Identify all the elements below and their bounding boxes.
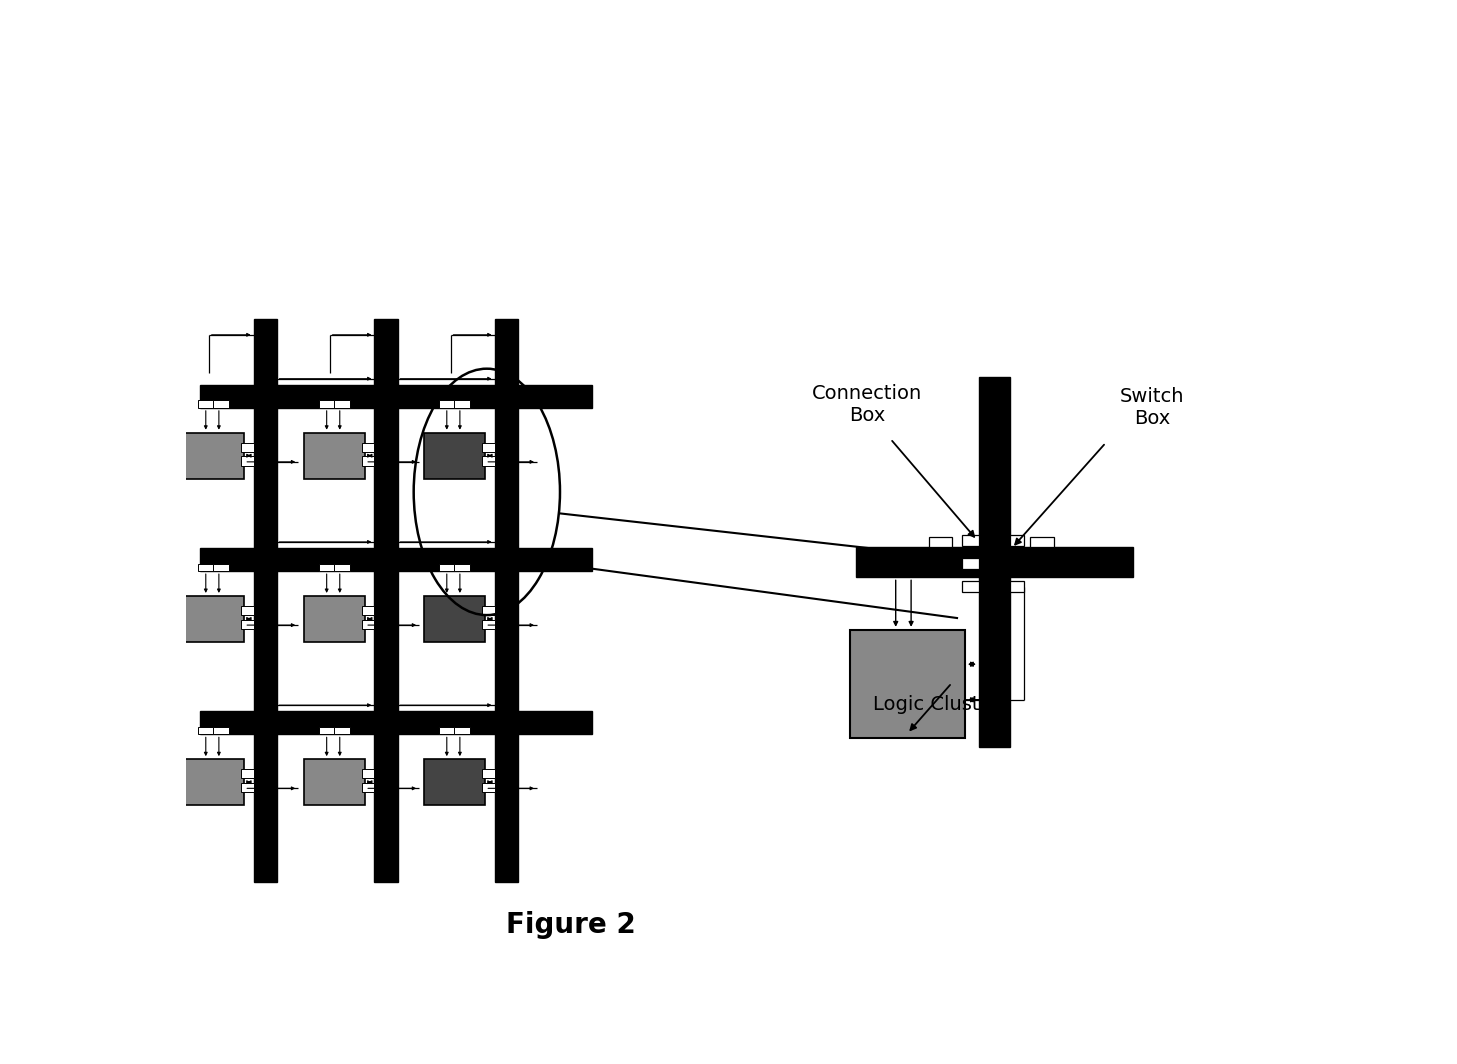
Bar <box>182 433 245 479</box>
Bar <box>363 456 374 466</box>
Bar <box>213 400 229 408</box>
Bar <box>303 596 366 642</box>
Bar <box>453 564 469 571</box>
Bar <box>182 596 245 642</box>
Bar <box>374 319 398 881</box>
Bar <box>1010 534 1024 546</box>
Text: Logic Cluster: Logic Cluster <box>873 695 1000 714</box>
Bar <box>319 564 335 571</box>
Bar <box>198 400 214 408</box>
Bar <box>453 727 469 734</box>
Bar <box>1010 581 1024 593</box>
Bar <box>182 759 245 805</box>
Bar <box>254 319 277 881</box>
Bar <box>213 727 229 734</box>
Bar <box>979 377 1010 747</box>
Bar <box>439 727 455 734</box>
Bar <box>242 783 254 793</box>
Bar <box>363 619 374 629</box>
Bar <box>200 712 593 734</box>
Bar <box>363 605 374 615</box>
Bar <box>482 456 494 466</box>
Bar <box>242 619 254 629</box>
Bar <box>855 547 1134 578</box>
Bar <box>962 534 979 546</box>
Bar <box>334 727 350 734</box>
Bar <box>242 456 254 466</box>
Bar <box>928 536 953 547</box>
Bar <box>424 596 485 642</box>
Bar <box>213 564 229 571</box>
Bar <box>424 759 485 805</box>
Bar <box>1030 536 1053 547</box>
Bar <box>200 548 593 571</box>
Bar <box>494 319 517 881</box>
Bar <box>363 783 374 793</box>
Text: Connection
Box: Connection Box <box>812 384 922 425</box>
Bar <box>482 769 494 779</box>
Bar <box>849 630 965 737</box>
Bar <box>319 400 335 408</box>
Bar <box>242 605 254 615</box>
Bar <box>200 385 593 408</box>
Bar <box>453 400 469 408</box>
Bar <box>482 443 494 452</box>
Bar <box>242 443 254 452</box>
Bar <box>482 619 494 629</box>
Bar <box>424 433 485 479</box>
Bar <box>198 727 214 734</box>
Text: Figure 2: Figure 2 <box>506 912 635 940</box>
Bar <box>363 769 374 779</box>
Bar <box>198 564 214 571</box>
Bar <box>363 443 374 452</box>
Text: Switch
Box: Switch Box <box>1120 387 1185 429</box>
Bar <box>439 564 455 571</box>
Bar <box>334 564 350 571</box>
Bar <box>962 558 979 569</box>
Bar <box>334 400 350 408</box>
Bar <box>242 769 254 779</box>
Bar <box>303 759 366 805</box>
Bar <box>482 783 494 793</box>
Bar <box>482 605 494 615</box>
Bar <box>962 581 979 593</box>
Bar <box>303 433 366 479</box>
Bar <box>439 400 455 408</box>
Bar <box>319 727 335 734</box>
